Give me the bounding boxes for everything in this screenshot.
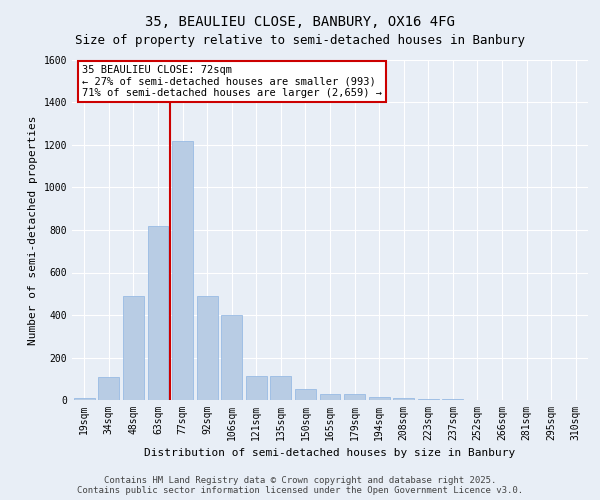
Text: Contains HM Land Registry data © Crown copyright and database right 2025.
Contai: Contains HM Land Registry data © Crown c… bbox=[77, 476, 523, 495]
Bar bbox=[246, 376, 267, 400]
Bar bbox=[295, 390, 316, 400]
X-axis label: Distribution of semi-detached houses by size in Banbury: Distribution of semi-detached houses by … bbox=[145, 448, 515, 458]
Bar bbox=[271, 376, 292, 400]
Bar bbox=[368, 397, 389, 400]
Bar bbox=[221, 315, 242, 400]
Bar bbox=[344, 394, 365, 400]
Text: Size of property relative to semi-detached houses in Banbury: Size of property relative to semi-detach… bbox=[75, 34, 525, 47]
Bar bbox=[172, 140, 193, 400]
Bar bbox=[74, 398, 95, 400]
Bar bbox=[98, 376, 119, 400]
Bar bbox=[393, 398, 414, 400]
Text: 35 BEAULIEU CLOSE: 72sqm
← 27% of semi-detached houses are smaller (993)
71% of : 35 BEAULIEU CLOSE: 72sqm ← 27% of semi-d… bbox=[82, 65, 382, 98]
Bar bbox=[418, 399, 439, 400]
Bar bbox=[148, 226, 169, 400]
Bar bbox=[320, 394, 340, 400]
Y-axis label: Number of semi-detached properties: Number of semi-detached properties bbox=[28, 116, 38, 345]
Text: 35, BEAULIEU CLOSE, BANBURY, OX16 4FG: 35, BEAULIEU CLOSE, BANBURY, OX16 4FG bbox=[145, 15, 455, 29]
Bar bbox=[197, 296, 218, 400]
Bar bbox=[123, 296, 144, 400]
Bar bbox=[442, 399, 463, 400]
